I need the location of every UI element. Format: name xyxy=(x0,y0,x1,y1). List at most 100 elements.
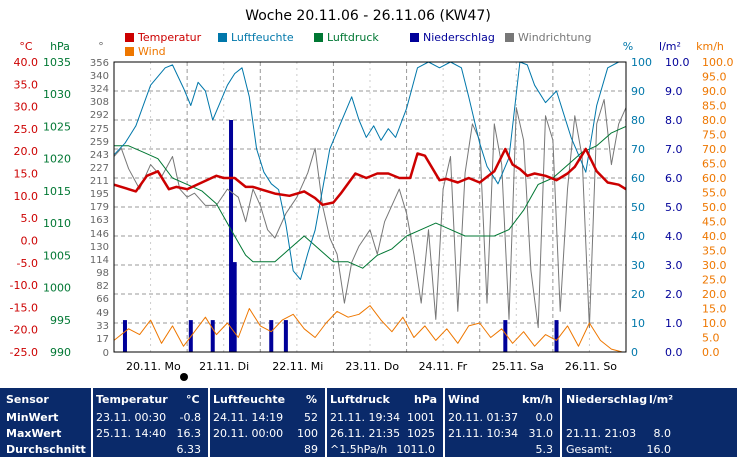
avg-pressure-value: 1011.0 xyxy=(396,443,436,456)
legend-label: Luftfeuchte xyxy=(231,31,294,44)
min-pressure-value: 1001 xyxy=(407,411,435,424)
axis-tick-label: 1010 xyxy=(43,217,71,230)
axis-tick-label: 1005 xyxy=(43,249,71,262)
axis-tick-label: 40.0 xyxy=(14,56,39,69)
axis-tick-label: 0.0 xyxy=(702,346,720,359)
rain-bar xyxy=(232,262,237,352)
axis-tick-label: 3.0 xyxy=(665,259,683,272)
axis-tick-label: 6.0 xyxy=(665,172,683,185)
axis-tick-label: 90.0 xyxy=(702,85,727,98)
axis-labels: °C40.035.030.025.020.015.010.05.00.0-5.0… xyxy=(10,40,734,359)
rain-bar xyxy=(269,320,274,352)
x-tick-label: 20.11. Mo xyxy=(126,360,181,373)
max-humidity-time: 20.11. 00:00 xyxy=(213,427,284,440)
axis-tick-label: 0 xyxy=(103,348,109,359)
rain-bar xyxy=(229,120,234,352)
max-wind-value: 31.0 xyxy=(528,427,554,440)
header-pressure-unit: hPa xyxy=(414,393,438,406)
axis-tick-label: 356 xyxy=(90,58,109,69)
axis-tick-label: 35.0 xyxy=(14,78,39,91)
axis-tick-label: 95.0 xyxy=(702,71,727,84)
axis-tick-label: -15.0 xyxy=(10,301,38,314)
axis-tick-label: 45.0 xyxy=(702,216,727,229)
axis-tick-label: 35.0 xyxy=(702,245,727,258)
axis-tick-label: 50.0 xyxy=(702,201,727,214)
max-humidity-value: 100 xyxy=(297,427,318,440)
max-pressure-value: 1025 xyxy=(407,427,435,440)
axis-tick-label: 0 xyxy=(631,346,638,359)
header-temperature-unit: °C xyxy=(186,393,200,406)
min-temp-time: 23.11. 00:30 xyxy=(96,411,167,424)
axis-tick-label: 60 xyxy=(631,172,645,185)
axis-tick-label: 40 xyxy=(631,230,645,243)
axis-unit-label: l/m² xyxy=(659,40,681,53)
axis-tick-label: 179 xyxy=(90,202,109,213)
header-pressure: Luftdruck xyxy=(330,393,390,406)
axis-tick-label: 65.0 xyxy=(702,158,727,171)
header-humidity: Luftfeuchte xyxy=(213,393,286,406)
axis-tick-label: 1015 xyxy=(43,185,71,198)
axis-tick-label: 10.0 xyxy=(14,190,39,203)
axis-unit-label: ° xyxy=(98,40,104,53)
header-wind-unit: km/h xyxy=(522,393,553,406)
plot-frame xyxy=(113,61,627,353)
legend-label: Temperatur xyxy=(137,31,202,44)
total-rain-label: Gesamt: xyxy=(566,443,613,456)
axis-tick-label: 243 xyxy=(90,150,109,161)
axis-tick-label: 66 xyxy=(96,294,109,305)
legend-swatch xyxy=(125,33,134,42)
axis-tick-label: 90 xyxy=(631,85,645,98)
rain-bar xyxy=(283,320,288,352)
series-line-windrichtung xyxy=(113,99,627,329)
axis-tick-label: 1035 xyxy=(43,56,71,69)
max-temp-time: 25.11. 14:40 xyxy=(96,427,167,440)
legend-swatch xyxy=(125,47,134,56)
header-wind: Wind xyxy=(448,393,480,406)
row-avg-label: Durchschnitt xyxy=(6,443,86,456)
min-humidity-time: 24.11. 14:19 xyxy=(213,411,284,424)
axis-tick-label: 100.0 xyxy=(702,56,734,69)
weather-chart: Woche 20.11.06 - 26.11.06 (KW47) Tempera… xyxy=(9,8,734,381)
total-rain-value: 16.0 xyxy=(646,443,672,456)
axis-tick-label: 1030 xyxy=(43,88,71,101)
x-tick-labels: 20.11. Mo 21.11. Di 22.11. Mi 23.11. Do 24.1… xyxy=(126,360,617,373)
series-line-luftdruck xyxy=(114,125,627,269)
axis-tick-label: 15.0 xyxy=(702,303,727,316)
axis-tick-label: 82 xyxy=(96,281,109,292)
axis-tick-label: 30 xyxy=(631,259,645,272)
x-tick-label: 24.11. Fr xyxy=(419,360,468,373)
x-tick-label: 22.11. Mi xyxy=(272,360,323,373)
series-line-wind xyxy=(113,305,626,353)
axis-tick-label: 25.0 xyxy=(702,274,727,287)
legend-swatch xyxy=(410,33,419,42)
axis-unit-label: hPa xyxy=(50,40,70,53)
axis-tick-label: 146 xyxy=(90,229,109,240)
rain-bar xyxy=(554,320,559,352)
axis-tick-label: -10.0 xyxy=(10,279,38,292)
avg-wind-value: 5.3 xyxy=(535,443,554,456)
axis-tick-label: 995 xyxy=(50,314,71,327)
axis-tick-label: 80.0 xyxy=(702,114,727,127)
axis-unit-label: °C xyxy=(19,40,33,53)
max-wind-time: 21.11. 10:34 xyxy=(448,427,519,440)
axis-tick-label: -20.0 xyxy=(10,324,38,337)
axis-tick-label: 195 xyxy=(90,189,109,200)
axis-tick-label: 990 xyxy=(50,346,71,359)
axis-unit-label: % xyxy=(623,40,633,53)
axis-tick-label: 1020 xyxy=(43,153,71,166)
min-humidity-value: 52 xyxy=(304,411,318,424)
header-rain-unit: l/m² xyxy=(649,393,674,406)
axis-tick-label: 10.0 xyxy=(665,56,690,69)
axis-tick-label: 292 xyxy=(90,110,109,121)
max-pressure-time: 26.11. 21:35 xyxy=(330,427,401,440)
axis-tick-label: 227 xyxy=(90,163,109,174)
header-temperature: Temperatur xyxy=(96,393,168,406)
axis-tick-label: 70.0 xyxy=(702,143,727,156)
rain-bar xyxy=(503,320,508,352)
x-tick-label: 26.11. So xyxy=(565,360,617,373)
series-line-temperatur xyxy=(113,147,627,207)
axis-tick-label: 30.0 xyxy=(702,259,727,272)
axis-tick-label: 98 xyxy=(96,268,109,279)
axis-tick-label: 50 xyxy=(631,201,645,214)
axis-tick-label: 30.0 xyxy=(14,101,39,114)
